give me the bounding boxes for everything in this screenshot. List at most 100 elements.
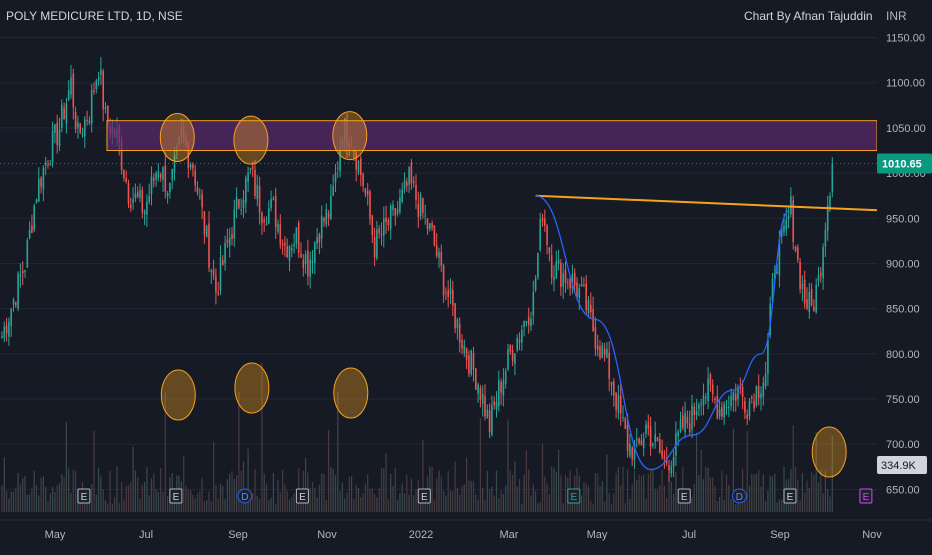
dividend-marker[interactable]	[731, 488, 747, 504]
volume-bar	[822, 493, 824, 512]
volume-bar	[654, 488, 656, 512]
candle	[550, 255, 553, 278]
candle	[240, 209, 242, 211]
candle	[645, 424, 647, 434]
candle	[592, 309, 594, 332]
earnings-marker[interactable]	[859, 488, 873, 504]
candle	[86, 120, 88, 122]
candle	[401, 189, 403, 202]
volume-bar	[541, 443, 544, 512]
earnings-marker[interactable]	[295, 488, 309, 504]
candle	[557, 259, 560, 264]
candle	[231, 233, 233, 239]
volume-bar	[360, 497, 362, 512]
candle	[254, 169, 256, 196]
candle	[332, 186, 334, 196]
volume-bar	[781, 499, 783, 512]
volume-bar	[70, 492, 72, 512]
volume-bar	[765, 500, 767, 512]
volume-bar	[410, 478, 412, 512]
volume-bar	[383, 468, 385, 512]
volume-bar	[380, 468, 383, 512]
volume-bar	[346, 492, 348, 512]
volume-bar	[675, 471, 677, 512]
volume-bar	[502, 494, 504, 512]
candle	[31, 225, 33, 234]
candle	[215, 275, 217, 293]
volume-bar	[224, 499, 226, 512]
candle	[196, 187, 199, 193]
candle	[688, 423, 691, 433]
volume-bar	[472, 480, 475, 512]
candle	[507, 348, 509, 370]
volume-bar	[505, 485, 507, 512]
earnings-marker[interactable]	[567, 488, 581, 504]
volume-bar	[633, 470, 636, 512]
candle	[548, 247, 551, 254]
volume-bar	[461, 485, 463, 512]
volume-bar	[29, 494, 31, 512]
volume-bar	[125, 485, 127, 512]
candle	[757, 386, 760, 398]
earnings-marker[interactable]	[169, 488, 183, 504]
earnings-marker[interactable]	[783, 488, 797, 504]
candle	[95, 80, 98, 90]
volume-bar	[185, 486, 187, 512]
candle	[636, 439, 638, 441]
volume-bar	[65, 422, 67, 512]
candle	[537, 252, 539, 278]
volume-bar	[679, 498, 682, 512]
candle	[629, 443, 631, 456]
candle	[378, 228, 380, 234]
volume-bar	[190, 490, 192, 512]
candle	[702, 395, 705, 406]
price-axis[interactable]	[877, 0, 932, 520]
candle	[295, 227, 298, 244]
volume-bar	[98, 467, 100, 512]
candle	[67, 90, 70, 101]
candle	[263, 219, 265, 223]
candle	[47, 164, 49, 166]
candle	[166, 192, 169, 196]
trendline	[535, 194, 893, 212]
candle	[728, 406, 730, 409]
volume-bar	[585, 483, 587, 512]
volume-bar	[390, 473, 392, 512]
candle	[484, 396, 486, 417]
volume-bar	[1, 485, 3, 512]
candle	[153, 178, 155, 181]
candle	[668, 465, 670, 471]
volume-bar	[206, 500, 208, 512]
candle	[141, 189, 144, 213]
candle	[102, 70, 104, 109]
earnings-marker[interactable]	[77, 488, 91, 504]
volume-bar	[54, 491, 56, 512]
candle	[590, 304, 592, 313]
candle	[790, 196, 792, 215]
volume-bar	[213, 441, 215, 512]
volume-bar	[454, 461, 456, 512]
volume-bar	[558, 449, 560, 512]
volume-bar	[325, 500, 327, 512]
x-tick-label: 2022	[409, 529, 433, 541]
earnings-marker[interactable]	[417, 488, 431, 504]
candle	[532, 292, 535, 316]
volume-bar	[544, 476, 546, 512]
volume-highlight-circle	[234, 362, 270, 414]
candle	[544, 218, 546, 226]
volume-bar	[604, 501, 606, 512]
dividend-marker[interactable]	[237, 488, 253, 504]
volume-bar	[219, 483, 222, 512]
candle	[337, 167, 339, 169]
candle	[371, 215, 374, 236]
volume-bar	[394, 467, 396, 512]
volume-bar	[56, 485, 58, 512]
earnings-marker[interactable]	[677, 488, 691, 504]
candle	[84, 119, 86, 137]
volume-bar	[433, 499, 435, 512]
volume-bar	[523, 474, 525, 512]
volume-bar	[801, 472, 803, 512]
candle	[571, 274, 574, 288]
